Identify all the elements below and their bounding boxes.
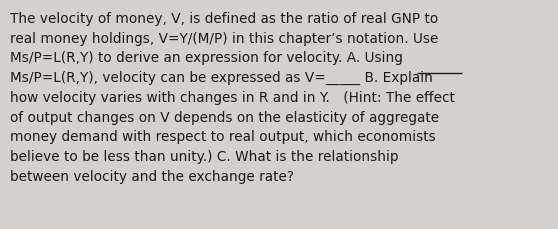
Text: real money holdings, V=Y/(M/P) in this chapter’s notation. Use: real money holdings, V=Y/(M/P) in this c… [10,32,439,46]
Text: believe to be less than unity.) C. What is the relationship: believe to be less than unity.) C. What … [10,150,398,164]
Text: how velocity varies with changes in R and in Y. (Hint: The effect: how velocity varies with changes in R an… [10,90,455,104]
Text: Ms/P=L(R,Y) to derive an expression for velocity. A. Using: Ms/P=L(R,Y) to derive an expression for … [10,51,403,65]
Text: of output changes on V depends on the elasticity of aggregate: of output changes on V depends on the el… [10,110,439,124]
Text: Ms/P=L(R,Y), velocity can be expressed as V=: Ms/P=L(R,Y), velocity can be expressed a… [0,228,1,229]
Text: money demand with respect to real output, which economists: money demand with respect to real output… [10,130,436,144]
Text: The velocity of money, V, is defined as the ratio of real GNP to: The velocity of money, V, is defined as … [10,12,438,26]
Text: _____: _____ [0,228,1,229]
Text: between velocity and the exchange rate?: between velocity and the exchange rate? [10,169,294,183]
Text: Ms/P=L(R,Y), velocity can be expressed as V=_____ B. Explain: Ms/P=L(R,Y), velocity can be expressed a… [10,71,433,85]
